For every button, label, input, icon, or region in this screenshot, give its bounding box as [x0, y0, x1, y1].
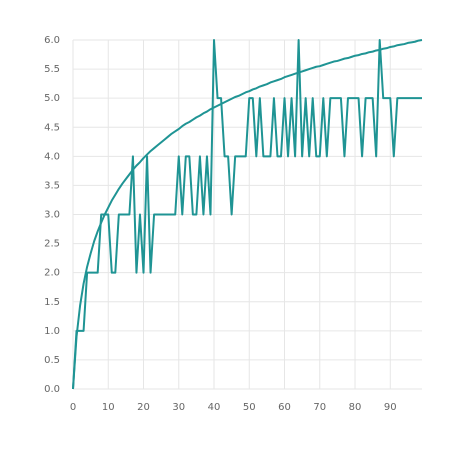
x-tick-label: 30 — [172, 402, 185, 413]
x-tick-label: 40 — [208, 402, 221, 413]
y-tick-label: 5.0 — [44, 93, 60, 104]
x-tick-label: 60 — [278, 402, 291, 413]
x-tick-label: 0 — [70, 402, 76, 413]
x-tick-label: 90 — [384, 402, 397, 413]
y-tick-label: 0.0 — [44, 384, 60, 395]
y-tick-label: 5.5 — [44, 64, 60, 75]
y-tick-label: 1.0 — [44, 326, 60, 337]
x-tick-label: 10 — [102, 402, 115, 413]
series-line — [72, 39, 423, 390]
y-tick-label: 2.5 — [44, 239, 60, 250]
x-tick-label: 20 — [137, 402, 150, 413]
y-tick-label: 0.5 — [44, 355, 60, 366]
x-tick-label: 50 — [243, 402, 256, 413]
y-tick-label: 4.5 — [44, 122, 60, 133]
y-tick-label: 3.5 — [44, 180, 60, 191]
series-line — [72, 39, 422, 390]
y-tick-label: 3.0 — [44, 210, 60, 221]
y-tick-label: 6.0 — [44, 35, 60, 46]
x-tick-label: 80 — [349, 402, 362, 413]
y-tick-label: 2.0 — [44, 268, 60, 279]
y-tick-label: 1.5 — [44, 297, 60, 308]
x-tick-label: 70 — [313, 402, 326, 413]
y-tick-label: 4.0 — [44, 151, 60, 162]
